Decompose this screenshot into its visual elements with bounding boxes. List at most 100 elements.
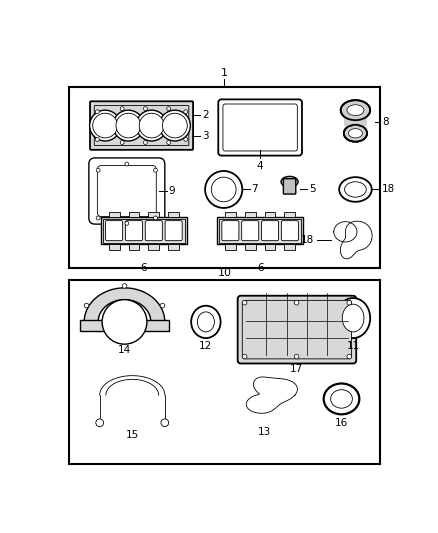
- Bar: [225, 212, 236, 217]
- Text: 6: 6: [257, 263, 263, 272]
- Ellipse shape: [331, 390, 352, 408]
- Circle shape: [347, 301, 352, 305]
- Ellipse shape: [324, 384, 359, 414]
- FancyBboxPatch shape: [222, 221, 239, 241]
- Text: 4: 4: [257, 161, 263, 171]
- Bar: [103, 219, 185, 243]
- Circle shape: [160, 303, 165, 308]
- Ellipse shape: [281, 176, 298, 187]
- Circle shape: [84, 303, 89, 308]
- FancyBboxPatch shape: [145, 221, 162, 241]
- Circle shape: [167, 141, 171, 144]
- Circle shape: [95, 138, 99, 141]
- Circle shape: [139, 113, 164, 138]
- Circle shape: [116, 113, 141, 138]
- FancyBboxPatch shape: [89, 158, 165, 224]
- Circle shape: [294, 354, 299, 359]
- Circle shape: [211, 177, 236, 202]
- Ellipse shape: [339, 177, 372, 202]
- Text: 16: 16: [335, 418, 348, 428]
- Circle shape: [102, 300, 147, 344]
- Circle shape: [159, 110, 191, 141]
- Text: 17: 17: [290, 364, 303, 374]
- Bar: [101, 217, 187, 244]
- Text: 7: 7: [251, 184, 258, 195]
- Circle shape: [125, 162, 129, 166]
- Circle shape: [162, 113, 187, 138]
- Circle shape: [90, 110, 120, 141]
- Circle shape: [184, 110, 187, 114]
- Circle shape: [154, 168, 157, 172]
- Text: 6: 6: [141, 263, 147, 272]
- Text: 14: 14: [118, 345, 131, 355]
- Ellipse shape: [198, 312, 214, 332]
- Circle shape: [120, 107, 124, 110]
- Bar: [265, 244, 276, 249]
- Bar: [245, 212, 256, 217]
- Ellipse shape: [341, 100, 370, 120]
- FancyBboxPatch shape: [242, 221, 259, 241]
- FancyBboxPatch shape: [261, 221, 279, 241]
- Bar: [148, 212, 159, 217]
- FancyBboxPatch shape: [97, 166, 156, 216]
- FancyBboxPatch shape: [94, 106, 189, 146]
- Bar: [218, 217, 303, 244]
- Bar: [225, 244, 236, 249]
- Ellipse shape: [349, 128, 362, 138]
- Circle shape: [242, 354, 247, 359]
- Bar: [219, 219, 301, 243]
- Circle shape: [144, 107, 147, 110]
- Bar: [109, 212, 120, 217]
- FancyBboxPatch shape: [242, 301, 352, 359]
- FancyBboxPatch shape: [281, 221, 298, 241]
- Circle shape: [96, 216, 100, 220]
- Circle shape: [95, 110, 99, 114]
- Text: 12: 12: [199, 341, 212, 351]
- Circle shape: [347, 354, 352, 359]
- Text: 13: 13: [258, 427, 271, 438]
- Circle shape: [113, 110, 144, 141]
- FancyBboxPatch shape: [223, 104, 297, 151]
- Ellipse shape: [342, 304, 364, 332]
- Text: 2: 2: [202, 110, 208, 120]
- Bar: [128, 244, 139, 249]
- Text: 1: 1: [221, 68, 228, 78]
- Text: 15: 15: [126, 430, 139, 440]
- Text: 11: 11: [346, 341, 360, 351]
- Bar: [284, 212, 295, 217]
- Ellipse shape: [336, 298, 370, 338]
- Circle shape: [205, 171, 242, 208]
- FancyBboxPatch shape: [125, 221, 142, 241]
- Ellipse shape: [344, 125, 367, 142]
- Bar: [284, 244, 295, 249]
- Circle shape: [122, 284, 127, 288]
- Bar: [245, 244, 256, 249]
- Circle shape: [120, 141, 124, 144]
- Bar: [344, 110, 367, 126]
- Bar: [69, 280, 380, 464]
- Polygon shape: [84, 288, 165, 322]
- Circle shape: [136, 110, 167, 141]
- Bar: [168, 212, 179, 217]
- Text: 5: 5: [309, 184, 315, 195]
- Text: 9: 9: [169, 186, 175, 196]
- Text: 3: 3: [202, 131, 208, 141]
- Circle shape: [96, 168, 100, 172]
- FancyBboxPatch shape: [283, 179, 296, 194]
- Bar: [128, 212, 139, 217]
- Bar: [168, 244, 179, 249]
- Text: 18: 18: [382, 184, 395, 195]
- Ellipse shape: [347, 105, 364, 116]
- Circle shape: [144, 141, 147, 144]
- Bar: [69, 87, 380, 268]
- Ellipse shape: [191, 306, 221, 338]
- FancyBboxPatch shape: [106, 221, 123, 241]
- FancyBboxPatch shape: [165, 221, 182, 241]
- Bar: [109, 244, 120, 249]
- Circle shape: [125, 221, 129, 225]
- Text: 18: 18: [301, 235, 314, 245]
- Circle shape: [161, 419, 169, 426]
- Circle shape: [93, 113, 117, 138]
- FancyBboxPatch shape: [238, 296, 356, 364]
- Ellipse shape: [345, 182, 366, 197]
